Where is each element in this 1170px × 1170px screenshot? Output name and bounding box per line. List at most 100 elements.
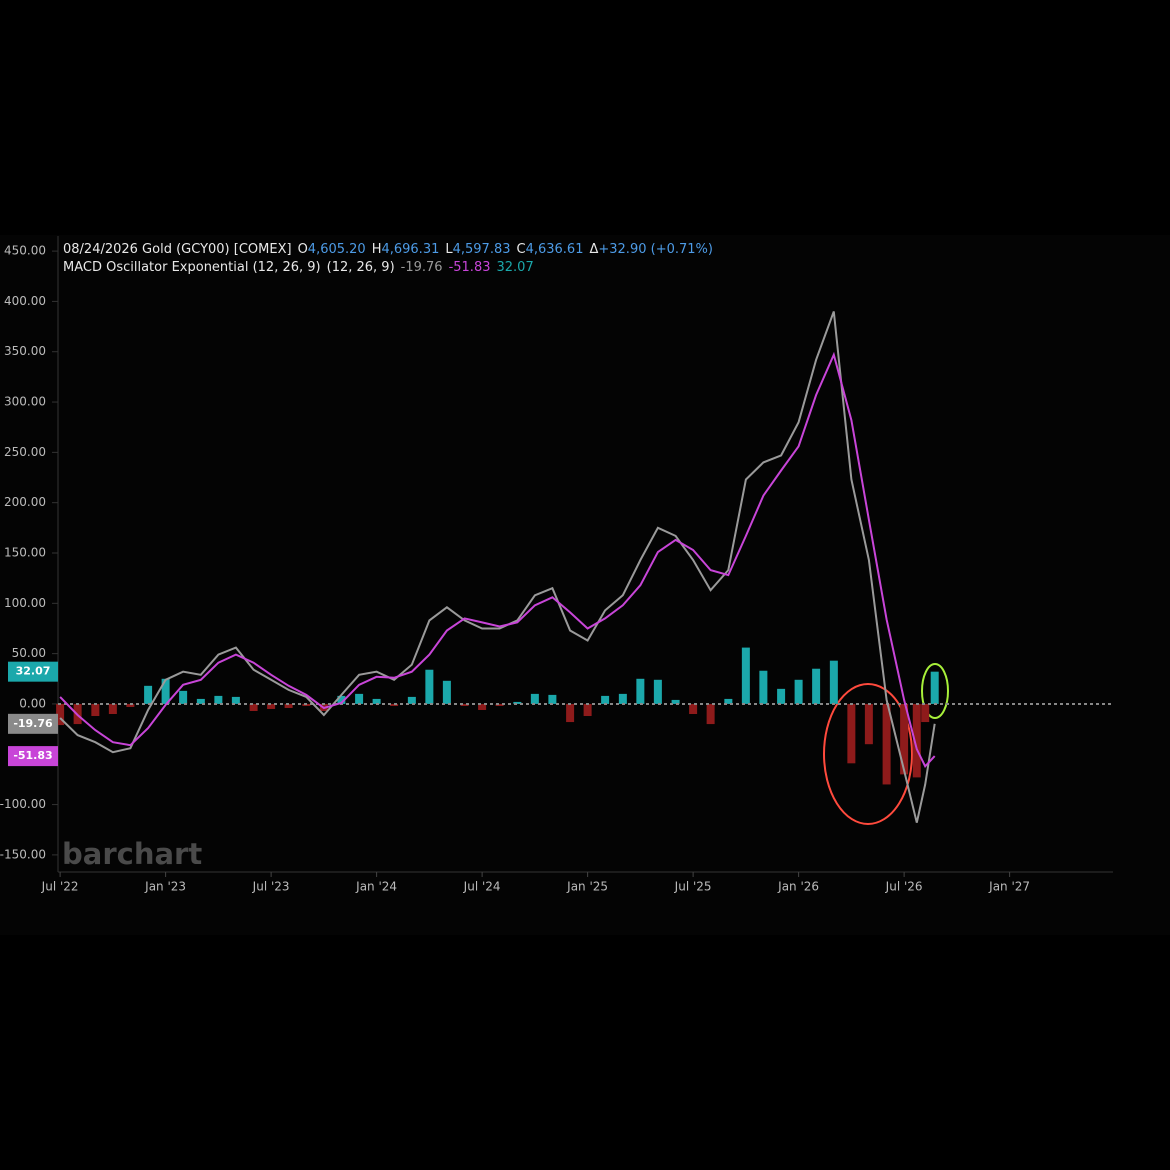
- y-tick-label: -150.00: [0, 847, 46, 861]
- histogram-bar: [108, 703, 117, 715]
- watermark: barchart: [62, 837, 202, 871]
- histogram-bar: [912, 703, 921, 778]
- histogram-bar: [741, 647, 750, 704]
- quote-value: 4,597.83: [453, 242, 511, 257]
- legend-value: -51.83: [449, 260, 491, 275]
- value-badge-label: -19.76: [13, 717, 53, 730]
- histogram-bar: [425, 669, 434, 704]
- histogram-bar: [302, 703, 311, 706]
- study-name: MACD Oscillator Exponential (12, 26, 9): [63, 260, 321, 275]
- histogram-bar: [548, 694, 557, 704]
- y-tick-label: 300.00: [4, 395, 46, 409]
- x-tick-label: Jan '27: [988, 880, 1030, 894]
- histogram-bar: [812, 668, 821, 704]
- histogram-bar: [214, 695, 223, 704]
- value-badge-label: 32.07: [16, 665, 51, 678]
- histogram-bar: [777, 688, 786, 704]
- histogram-bar: [495, 703, 504, 706]
- histogram-bar: [179, 690, 188, 704]
- histogram-bar: [478, 703, 487, 710]
- histogram-bar: [126, 703, 135, 707]
- histogram-bar: [618, 693, 627, 704]
- title: 08/24/2026 Gold (GCY00) [COMEX]: [63, 242, 292, 257]
- histogram-bar: [284, 703, 293, 708]
- y-tick-label: 400.00: [4, 294, 46, 308]
- histogram-bar: [930, 671, 939, 704]
- histogram-bar: [530, 693, 539, 704]
- histogram-bar: [829, 660, 838, 704]
- quote-key: L: [445, 242, 453, 257]
- y-tick-label: 0.00: [19, 696, 46, 710]
- annotation-circle: [921, 663, 949, 719]
- histogram-bar: [91, 703, 100, 717]
- histogram-bar: [636, 678, 645, 704]
- x-tick-label: Jul '23: [252, 880, 290, 894]
- quote-key: H: [372, 242, 382, 257]
- y-tick-label: 350.00: [4, 344, 46, 358]
- value-badge: [8, 713, 58, 734]
- quote-value: +32.90 (+0.71%): [598, 242, 713, 257]
- x-tick-label: Jan '26: [777, 880, 819, 894]
- quote-key: O: [298, 242, 308, 257]
- line: [59, 351, 936, 769]
- histogram-bar: [144, 685, 153, 704]
- histogram-bar: [794, 679, 803, 704]
- histogram-bar: [231, 696, 240, 704]
- histogram-bar: [864, 703, 873, 745]
- histogram-bar: [407, 696, 416, 704]
- histogram-bar: [653, 679, 662, 704]
- quote-key: Δ: [589, 242, 598, 257]
- histogram-bar: [900, 703, 909, 775]
- histogram-bar: [847, 703, 856, 764]
- quote-value: 4,696.31: [381, 242, 439, 257]
- histogram-bar: [601, 695, 610, 704]
- y-tick-label: -100.00: [0, 797, 46, 811]
- histogram-bar: [442, 680, 451, 704]
- histogram-bar: [267, 703, 276, 709]
- histogram-bar: [671, 699, 680, 704]
- histogram-bar: [372, 698, 381, 704]
- y-tick-label: 450.00: [4, 244, 46, 258]
- x-tick-label: Jan '25: [566, 880, 608, 894]
- quote-value: 4,636.61: [526, 242, 584, 257]
- header-line: 08/24/2026 Gold (GCY00) [COMEX] O4,605.20…: [63, 242, 713, 257]
- value-badge: [8, 661, 58, 682]
- y-tick-label: 50.00: [12, 646, 46, 660]
- histogram-bar: [583, 703, 592, 717]
- y-tick-label: 250.00: [4, 445, 46, 459]
- histogram-bar: [56, 703, 65, 726]
- y-tick-label: 100.00: [4, 596, 46, 610]
- histogram-bar: [513, 701, 522, 704]
- quote-key: C: [517, 242, 526, 257]
- x-tick-label: Jul '25: [674, 880, 712, 894]
- legend-value: 32.07: [497, 260, 534, 275]
- study-params: (12, 26, 9): [327, 260, 395, 275]
- histogram-bar: [337, 695, 346, 704]
- legend-value: -19.76: [401, 260, 443, 275]
- histogram-bar: [161, 678, 170, 704]
- annotation-circle: [823, 683, 913, 825]
- histogram-bar: [921, 703, 930, 723]
- panel: [0, 235, 1170, 935]
- x-tick-label: Jul '26: [885, 880, 923, 894]
- x-tick-label: Jul '22: [41, 880, 79, 894]
- histogram-bar: [249, 703, 258, 711]
- value-badge: [8, 746, 58, 767]
- histogram-bar: [390, 703, 399, 706]
- value-badge-label: -51.83: [13, 749, 52, 762]
- histogram-bar: [196, 698, 205, 704]
- histogram-bar: [759, 670, 768, 704]
- study-line: MACD Oscillator Exponential (12, 26, 9) (…: [63, 260, 534, 275]
- histogram-bar: [566, 703, 575, 723]
- histogram-bar: [706, 703, 715, 725]
- histogram-bar: [460, 703, 469, 706]
- histogram-bar: [355, 693, 364, 704]
- y-tick-label: 200.00: [4, 495, 46, 509]
- x-tick-label: Jul '24: [463, 880, 501, 894]
- quote-value: 4,605.20: [308, 242, 366, 257]
- histogram-bar: [882, 703, 891, 785]
- histogram-bar: [689, 703, 698, 715]
- x-tick-label: Jan '24: [355, 880, 397, 894]
- x-tick-label: Jan '23: [144, 880, 186, 894]
